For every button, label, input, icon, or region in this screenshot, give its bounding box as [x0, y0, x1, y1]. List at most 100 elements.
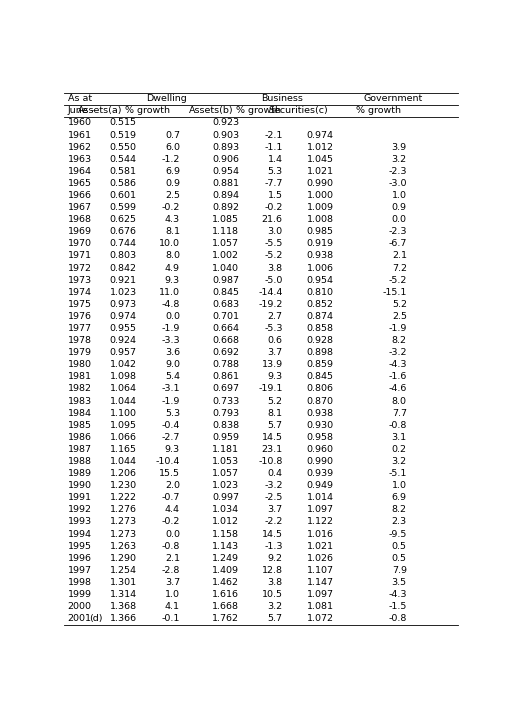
Text: -4.8: -4.8 [162, 300, 180, 309]
Text: 6.0: 6.0 [165, 142, 180, 152]
Text: 3.2: 3.2 [392, 154, 407, 164]
Text: 0.550: 0.550 [109, 142, 136, 152]
Text: 0.806: 0.806 [307, 384, 334, 393]
Text: 3.2: 3.2 [267, 602, 282, 611]
Text: 1982: 1982 [68, 384, 92, 393]
Text: 0.838: 0.838 [212, 421, 239, 430]
Text: 0.9: 0.9 [392, 203, 407, 212]
Text: 1.057: 1.057 [212, 240, 239, 248]
Text: -1.3: -1.3 [264, 541, 282, 551]
Text: 1963: 1963 [68, 154, 92, 164]
Text: 0.0: 0.0 [165, 312, 180, 321]
Text: 1993: 1993 [68, 517, 92, 527]
Text: 1.021: 1.021 [307, 167, 334, 176]
Text: 1.158: 1.158 [212, 529, 239, 539]
Text: 0.919: 0.919 [307, 240, 334, 248]
Text: 3.0: 3.0 [267, 227, 282, 236]
Text: -1.1: -1.1 [264, 142, 282, 152]
Text: 1960: 1960 [68, 118, 92, 128]
Text: 1.000: 1.000 [307, 191, 334, 200]
Text: 0.921: 0.921 [109, 276, 136, 285]
Text: 2.1: 2.1 [165, 553, 180, 563]
Text: 2.1: 2.1 [392, 252, 407, 260]
Text: 1.006: 1.006 [307, 264, 334, 273]
Text: 1979: 1979 [68, 348, 92, 357]
Text: 1.072: 1.072 [307, 614, 334, 623]
Text: 0.861: 0.861 [212, 372, 239, 381]
Text: 0.852: 0.852 [307, 300, 334, 309]
Text: 1.057: 1.057 [212, 469, 239, 478]
Text: 1988: 1988 [68, 457, 92, 466]
Text: 5.4: 5.4 [165, 372, 180, 381]
Text: 1.314: 1.314 [109, 590, 136, 599]
Text: -4.3: -4.3 [388, 360, 407, 369]
Text: 1966: 1966 [68, 191, 92, 200]
Text: 0.938: 0.938 [307, 252, 334, 260]
Text: 1974: 1974 [68, 288, 92, 297]
Text: 0.668: 0.668 [212, 336, 239, 345]
Text: 0.683: 0.683 [212, 300, 239, 309]
Text: 1990: 1990 [68, 482, 92, 490]
Text: 0.874: 0.874 [307, 312, 334, 321]
Text: Securities(c): Securities(c) [268, 106, 328, 116]
Text: 13.9: 13.9 [262, 360, 282, 369]
Text: 1.098: 1.098 [109, 372, 136, 381]
Text: 1.273: 1.273 [109, 517, 136, 527]
Text: -2.1: -2.1 [264, 130, 282, 140]
Text: -2.7: -2.7 [162, 433, 180, 442]
Text: 1.085: 1.085 [212, 215, 239, 224]
Text: 0.788: 0.788 [212, 360, 239, 369]
Text: -10.8: -10.8 [258, 457, 282, 466]
Text: -1.9: -1.9 [388, 324, 407, 333]
Text: -4.3: -4.3 [388, 590, 407, 599]
Text: 0.990: 0.990 [307, 457, 334, 466]
Text: 1967: 1967 [68, 203, 92, 212]
Text: -1.9: -1.9 [162, 324, 180, 333]
Text: 0.544: 0.544 [109, 154, 136, 164]
Text: % growth: % growth [356, 106, 401, 116]
Text: 1.016: 1.016 [307, 529, 334, 539]
Text: 0.893: 0.893 [212, 142, 239, 152]
Text: June -: June - [68, 106, 95, 116]
Text: 0.990: 0.990 [307, 179, 334, 188]
Text: -15.1: -15.1 [382, 288, 407, 297]
Text: 1.462: 1.462 [212, 578, 239, 587]
Text: 0.515: 0.515 [109, 118, 136, 128]
Text: 0.701: 0.701 [212, 312, 239, 321]
Text: 9.3: 9.3 [267, 372, 282, 381]
Text: 1.668: 1.668 [212, 602, 239, 611]
Text: 1.181: 1.181 [212, 445, 239, 454]
Text: 1.026: 1.026 [307, 553, 334, 563]
Text: 1.222: 1.222 [109, 493, 136, 502]
Text: 12.8: 12.8 [262, 566, 282, 575]
Text: 3.7: 3.7 [267, 348, 282, 357]
Text: 1.301: 1.301 [109, 578, 136, 587]
Text: 0.985: 0.985 [307, 227, 334, 236]
Text: 1.254: 1.254 [109, 566, 136, 575]
Text: 0.601: 0.601 [109, 191, 136, 200]
Text: 0.960: 0.960 [307, 445, 334, 454]
Text: 1989: 1989 [68, 469, 92, 478]
Text: 0.930: 0.930 [307, 421, 334, 430]
Text: 5.3: 5.3 [267, 167, 282, 176]
Text: 2.5: 2.5 [165, 191, 180, 200]
Text: 1.023: 1.023 [109, 288, 136, 297]
Text: -10.4: -10.4 [156, 457, 180, 466]
Text: 0.870: 0.870 [307, 396, 334, 405]
Text: 0.949: 0.949 [307, 482, 334, 490]
Text: 0.733: 0.733 [212, 396, 239, 405]
Text: 8.0: 8.0 [165, 252, 180, 260]
Text: -2.3: -2.3 [388, 167, 407, 176]
Text: 10.0: 10.0 [159, 240, 180, 248]
Text: -19.2: -19.2 [258, 300, 282, 309]
Text: -0.2: -0.2 [264, 203, 282, 212]
Text: 0.906: 0.906 [212, 154, 239, 164]
Text: 1991: 1991 [68, 493, 92, 502]
Text: 3.9: 3.9 [392, 142, 407, 152]
Text: 1983: 1983 [68, 396, 92, 405]
Text: 4.3: 4.3 [165, 215, 180, 224]
Text: 0.997: 0.997 [212, 493, 239, 502]
Text: 1.042: 1.042 [109, 360, 136, 369]
Text: -1.2: -1.2 [162, 154, 180, 164]
Text: -9.5: -9.5 [388, 529, 407, 539]
